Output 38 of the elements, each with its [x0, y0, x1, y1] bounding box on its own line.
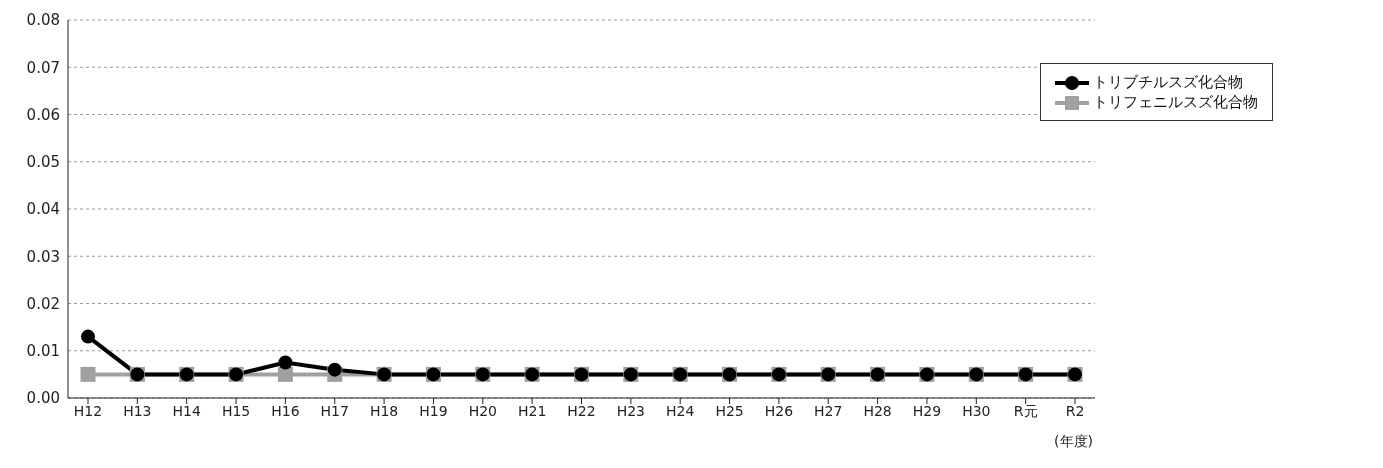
x-tick-label: H28: [863, 402, 892, 419]
y-tick-label: 0.04: [26, 200, 60, 219]
x-tick-label: R元: [1013, 402, 1038, 419]
x-tick-label: H13: [123, 402, 152, 419]
x-tick-label: R2: [1065, 402, 1085, 419]
x-tick-label: H29: [912, 402, 942, 419]
x-tick-label: H22: [567, 402, 596, 419]
x-tick-label: H12: [73, 402, 103, 419]
y-tick-label: 0.07: [26, 58, 60, 77]
y-tick-label: 0.05: [26, 153, 60, 172]
y-tick-label: 0.08: [26, 11, 60, 30]
point: [277, 366, 293, 382]
legend-label: トリフェニルスズ化合物: [1093, 93, 1258, 111]
point: [327, 362, 342, 377]
y-tick-label: 0.03: [26, 247, 60, 266]
y-tick-label: 0.02: [26, 294, 60, 313]
x-tick-label: H27: [814, 402, 843, 419]
x-tick-label: H25: [715, 402, 744, 419]
x-tick-label: H19: [419, 402, 448, 419]
x-tick-label: H23: [616, 402, 646, 419]
x-axis-title: (年度): [1054, 433, 1093, 449]
x-tick-label: H17: [320, 402, 349, 419]
x-tick-label: H21: [517, 402, 547, 419]
x-tick-label: H14: [172, 402, 201, 419]
point: [278, 355, 293, 370]
legend-label: トリブチルスズ化合物: [1093, 73, 1243, 91]
x-tick-label: H30: [962, 402, 991, 419]
x-tick-label: H15: [221, 402, 251, 419]
x-tick-label: H20: [468, 402, 497, 419]
x-tick-label: H18: [369, 402, 399, 419]
y-tick-label: 0.00: [26, 389, 60, 408]
x-tick-label: H26: [764, 402, 794, 419]
x-tick-label: H16: [271, 402, 300, 419]
point: [80, 366, 96, 382]
y-tick-label: 0.06: [26, 105, 60, 124]
point: [81, 329, 95, 344]
x-tick-label: H24: [666, 402, 695, 419]
y-tick-label: 0.01: [26, 342, 60, 361]
